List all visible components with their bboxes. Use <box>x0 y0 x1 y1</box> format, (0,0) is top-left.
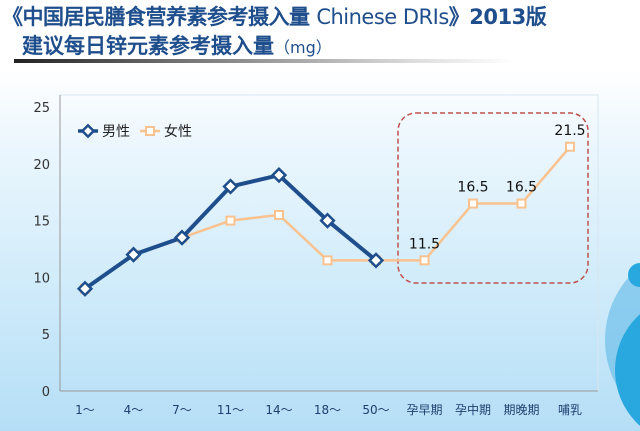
x-tick-label: 7～ <box>172 403 192 417</box>
decor-circle <box>615 314 640 426</box>
female-point <box>516 198 527 209</box>
data-label: 16.5 <box>457 180 488 196</box>
title-part: 》2013版 <box>448 5 547 29</box>
x-tick-label: 期晚期 <box>503 403 539 417</box>
plot-frame <box>59 94 599 392</box>
male-point <box>76 280 94 297</box>
title-part: 《中国居民膳食营养素参考摄入量 <box>2 5 317 29</box>
x-tick-label: 50～ <box>362 403 389 417</box>
highlight-box <box>397 112 589 284</box>
male-point <box>125 246 142 263</box>
y-tick-label: 25 <box>33 101 50 116</box>
y-tick-label: 5 <box>42 328 50 343</box>
female-point <box>225 215 236 226</box>
male-point <box>367 252 385 269</box>
legend-male-label: 男性 <box>102 124 130 140</box>
x-tick-label: 孕中期 <box>455 402 491 417</box>
data-label: 21.5 <box>554 123 585 139</box>
decor-circle <box>628 263 640 287</box>
y-tick-label: 0 <box>42 385 50 400</box>
female-point <box>468 198 478 209</box>
female-point <box>565 141 575 152</box>
male-point <box>222 178 239 195</box>
female-point <box>322 255 333 266</box>
legend-female-label: 女性 <box>164 123 192 140</box>
x-tick-label: 18～ <box>314 403 341 417</box>
title-line-2: 建议每日锌元素参考摄入量（mg） <box>22 30 332 60</box>
data-label: 11.5 <box>409 236 440 252</box>
male-point <box>319 212 336 229</box>
female-point <box>274 209 284 220</box>
subtitle: 建议每日锌元素参考摄入量 <box>22 34 274 58</box>
x-tick-label: 11～ <box>217 403 244 417</box>
male-point <box>270 167 288 184</box>
title-english: Chinese DRIs <box>316 5 449 29</box>
unit-label: （mg） <box>274 38 332 57</box>
x-tick-label: 哺乳 <box>558 403 582 417</box>
x-tick-label: 1～ <box>75 403 95 417</box>
y-tick-label: 15 <box>33 215 50 230</box>
legend-female-marker <box>145 126 155 136</box>
legend-male-marker <box>80 123 96 139</box>
x-tick-label: 孕早期 <box>406 403 442 417</box>
male-point <box>173 229 191 246</box>
title-line-1: 《中国居民膳食营养素参考摄入量 Chinese DRIs》2013版 <box>2 1 547 31</box>
data-label: 16.5 <box>506 180 537 196</box>
x-tick-label: 14～ <box>265 403 292 417</box>
y-tick-label: 10 <box>33 271 50 286</box>
y-tick-label: 20 <box>33 158 50 173</box>
x-tick-label: 4～ <box>124 403 144 417</box>
female-point <box>419 255 430 266</box>
title-divider <box>14 59 514 63</box>
